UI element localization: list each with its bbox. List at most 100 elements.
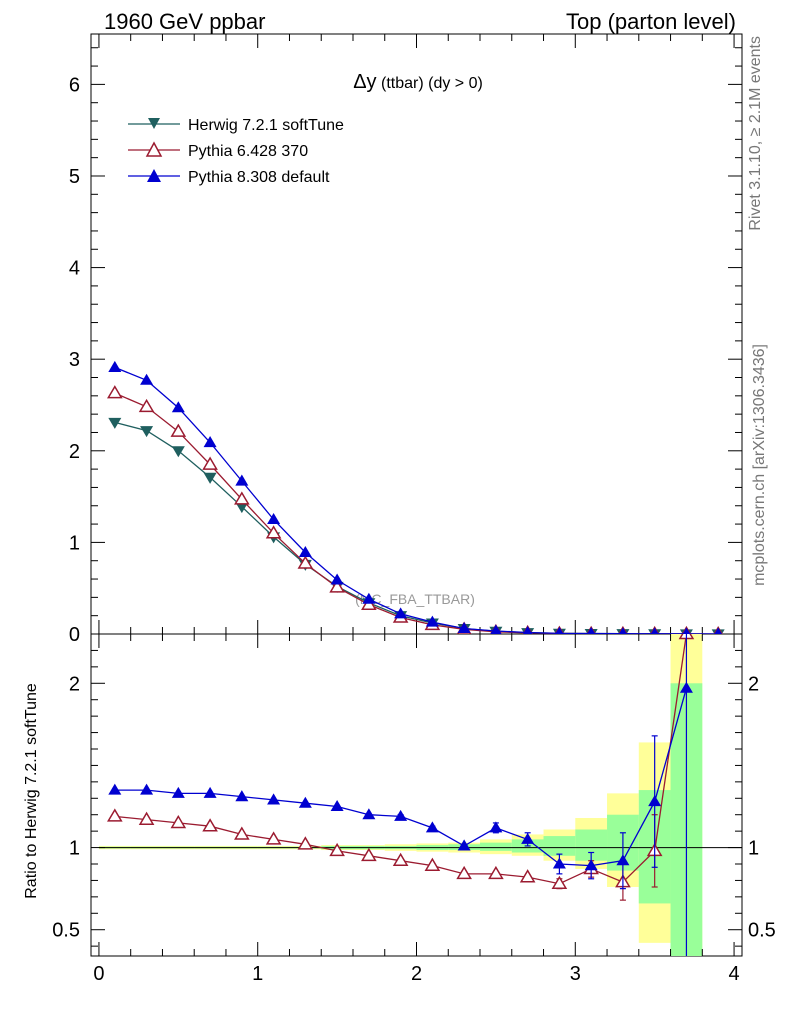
data-point [171,401,185,413]
data-point [394,607,408,619]
ratio-point [679,681,693,693]
ratio-point [584,859,598,871]
legend-item-pythia8: Pythia 8.308 default [128,169,330,186]
ratio-point [330,800,344,812]
ratio-y-tick-label: 0.5 [52,920,80,942]
data-point [234,491,250,505]
ratio-point [138,811,155,825]
ratio-y-tick-label: 2 [69,673,80,695]
y-tick-label: 5 [69,166,80,188]
data-point [170,423,187,437]
main-series-group [107,360,725,634]
data-point [714,627,723,634]
x-tick-label: 2 [411,963,422,985]
header-right-label: Top (parton level) [566,9,736,34]
data-point [265,525,282,539]
ratio-point [297,836,314,850]
x-tick-label: 0 [93,963,104,985]
legend-label-pythia6: Pythia 6.428 370 [188,143,308,160]
rivet-version-label: Rivet 3.1.10, ≥ 2.1M events [747,36,764,231]
ratio-y-tick-label: 1 [69,838,80,860]
ratio-point [265,831,282,845]
ratio-y-tick-label-right: 1 [748,838,759,860]
ratio-point [551,875,568,890]
data-point [490,624,502,634]
legend: Herwig 7.2.1 softTune Pythia 6.428 370 P… [128,117,344,186]
ratio-point [108,783,122,795]
plot-title-main: Δy [353,71,376,93]
y-tick-label: 2 [69,441,80,463]
plot-title-rest: (ttbar) (dy > 0) [377,75,483,92]
data-point [107,385,123,399]
ratio-point [267,793,281,805]
ratio-series-1 [108,634,693,956]
data-point [362,592,376,604]
y-tick-label: 1 [69,532,80,554]
ratio-point [424,857,441,871]
ratio-point [552,857,566,869]
band-green [480,842,512,851]
data-point [171,446,185,458]
data-point [298,545,312,558]
ratio-point [171,786,185,798]
ratio-point [170,814,187,829]
uncertainty-bands [98,634,703,956]
ratio-point [489,821,503,833]
ratio-point [140,783,154,795]
legend-marker-herwig [148,118,160,129]
ratio-point [392,852,409,867]
data-point [235,474,249,486]
ratio-point [488,865,504,880]
series-line [114,366,719,634]
data-point [650,627,659,634]
ratio-ylabel: Ratio to Herwig 7.2.1 softTune [23,683,40,899]
data-point [138,398,155,413]
legend-marker-pythia8 [147,169,161,182]
legend-label-herwig: Herwig 7.2.1 softTune [188,117,344,134]
ratio-point [203,786,217,798]
data-point [108,360,122,372]
data-point [587,627,596,634]
ratio-point [519,869,536,883]
data-point [140,373,154,385]
ratio-point [329,842,345,857]
plot-title: Δy (ttbar) (dy > 0) [353,71,483,93]
data-point [618,627,627,634]
data-point [297,555,314,569]
legend-marker-pythia6 [145,141,163,157]
data-point [329,579,345,593]
x-tick-label: 3 [570,963,581,985]
y-tick-label: 0 [69,624,80,646]
ratio-point [362,808,376,820]
header-left-label: 1960 GeV ppbar [104,9,265,34]
data-point [203,436,217,448]
x-tick-label: 1 [252,963,263,985]
ratio-y-tick-label-right: 0.5 [748,920,776,942]
x-tick-label: 4 [728,963,739,985]
legend-label-pythia8: Pythia 8.308 default [188,169,330,186]
ratio-point [361,847,377,862]
ratio-point [107,808,123,822]
series-0 [108,417,725,634]
ratio-point [235,790,249,802]
legend-item-pythia6: Pythia 6.428 370 [128,141,308,160]
data-point [203,472,217,484]
y-tick-label: 4 [69,258,80,280]
data-point [235,502,249,514]
data-point [330,573,344,585]
ratio-point [521,832,535,844]
ratio-point [648,795,662,807]
band-green [543,836,576,856]
mcplots-label: mcplots.cern.ch [arXiv:1306.3436] [751,344,768,586]
data-point [682,627,691,634]
ratio-series-group [107,634,695,956]
data-point [140,426,154,438]
data-point [457,622,471,634]
ratio-point [456,865,472,880]
data-point [555,626,564,634]
data-point [202,456,218,470]
data-point [267,512,281,525]
ratio-point [298,796,312,808]
plot-layer: 0 1 2 3 4 0 1 2 3 4 5 6 0.5 0.5 1 1 2 2 [52,34,776,985]
